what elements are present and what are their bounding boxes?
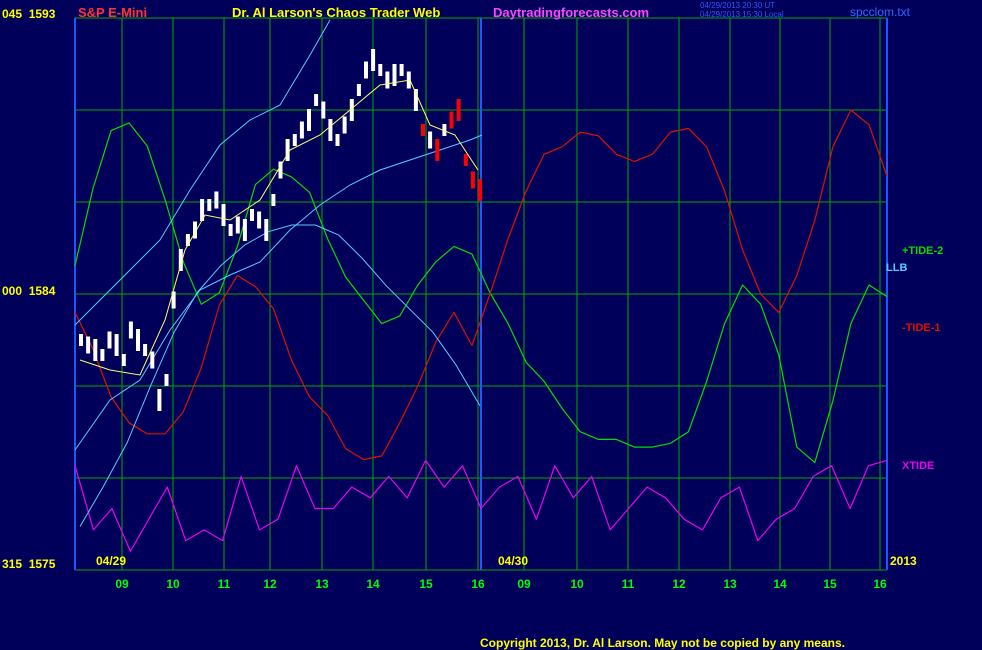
x-tick-label-3: 12	[263, 577, 277, 591]
chart-title: Dr. Al Larson's Chaos Trader Web	[232, 5, 441, 20]
legend-llb: LLB	[886, 262, 908, 274]
price-bar-16	[193, 221, 197, 239]
y-label-mid: 000 1584	[2, 284, 56, 298]
price-bar-35	[328, 119, 333, 141]
year-label: 2013	[890, 554, 917, 568]
price-bar-27	[271, 194, 276, 206]
price-bar-29	[285, 139, 290, 161]
price-bar-26	[264, 219, 269, 241]
price-bar-38	[349, 99, 354, 121]
x-tick-label-9: 10	[570, 577, 584, 591]
price-bar-49	[428, 131, 433, 149]
price-bar-56	[478, 179, 482, 201]
price-bar-41	[371, 49, 376, 71]
price-bar-0	[79, 334, 83, 346]
price-bar-3	[100, 349, 105, 361]
y-label-top: 045 1593	[2, 7, 56, 21]
price-bar-45	[399, 64, 404, 76]
price-bar-50	[435, 139, 440, 161]
price-bar-54	[463, 154, 468, 166]
price-bar-52	[449, 111, 454, 129]
legend-tide1: -TIDE-1	[902, 322, 941, 334]
price-bar-12	[164, 374, 169, 386]
x-tick-label-1: 10	[166, 577, 180, 591]
x-tick-label-15: 16	[873, 577, 887, 591]
price-bar-48	[421, 124, 425, 136]
price-bar-33	[314, 94, 319, 106]
price-bar-34	[321, 101, 326, 119]
x-tick-label-6: 15	[419, 577, 433, 591]
price-bar-30	[292, 134, 297, 146]
price-bar-7	[128, 321, 133, 339]
price-bar-6	[121, 354, 126, 366]
x-tick-label-7: 16	[471, 577, 485, 591]
price-bar-5	[114, 334, 119, 356]
x-tick-label-14: 15	[823, 577, 837, 591]
price-bar-20	[221, 204, 226, 226]
price-bar-4	[107, 331, 112, 349]
x-tick-label-4: 13	[315, 577, 329, 591]
price-bar-13	[171, 291, 176, 309]
price-bar-39	[356, 84, 361, 96]
y-label-bottom: 315 1575	[2, 557, 56, 571]
x-tick-label-2: 11	[218, 577, 231, 591]
price-bar-47	[413, 89, 418, 111]
price-bar-31	[299, 121, 304, 139]
series--tide-1-line	[74, 109, 888, 461]
price-bar-19	[214, 191, 219, 209]
copyright-notice: Copyright 2013, Dr. Al Larson. May not b…	[480, 636, 845, 650]
price-bar-24	[250, 209, 254, 221]
price-bar-1	[86, 336, 91, 354]
instrument-label: S&P E-Mini	[78, 5, 148, 20]
price-bar-36	[335, 134, 340, 146]
site-link[interactable]: Daytradingforecasts.com	[493, 5, 650, 20]
price-bar-42	[378, 64, 383, 76]
timestamp-local: 04/29/2013 15:30 Local	[700, 10, 784, 19]
price-bar-37	[342, 116, 347, 134]
price-bar-53	[456, 99, 461, 121]
series-llb-line	[79, 224, 481, 527]
price-bar-21	[228, 224, 233, 236]
price-bar-14	[178, 249, 183, 271]
price-bar-44	[392, 64, 397, 86]
price-bar-51	[442, 124, 447, 136]
x-tick-label-8: 09	[517, 577, 531, 591]
price-bar-25	[257, 211, 262, 229]
price-bar-15	[185, 234, 190, 246]
date-label-left: 04/29	[96, 554, 127, 568]
envelope-upper-line	[74, 19, 331, 326]
x-tick-label-11: 12	[672, 577, 686, 591]
price-bar-17	[200, 199, 205, 221]
price-bar-2	[93, 339, 98, 361]
series--tide-2-line	[74, 122, 888, 464]
price-bar-10	[150, 351, 155, 369]
legend-xtide: XTIDE	[902, 460, 935, 472]
x-tick-label-12: 13	[723, 577, 737, 591]
price-bar-55	[470, 171, 475, 189]
price-bar-32	[307, 109, 311, 131]
x-tick-label-13: 14	[773, 577, 787, 591]
series-xtide-line	[74, 459, 888, 552]
price-bar-43	[385, 71, 390, 89]
envelope-mid-line	[74, 134, 483, 451]
data-filename: spcclom.txt	[850, 5, 911, 19]
price-bar-18	[207, 199, 212, 211]
price-bar-22	[235, 216, 240, 234]
price-bar-9	[143, 344, 148, 356]
legend-tide2: +TIDE-2	[902, 245, 944, 257]
x-tick-label-0: 09	[115, 577, 129, 591]
timestamp-ut: 04/29/2013 20:30 UT	[700, 1, 776, 10]
price-bar-40	[364, 61, 368, 79]
moving-average-line	[79, 79, 479, 376]
date-label-middle: 04/30	[498, 554, 529, 568]
x-tick-label-5: 14	[366, 577, 380, 591]
price-bar-23	[242, 219, 247, 241]
price-bar-8	[136, 329, 140, 351]
x-tick-label-10: 11	[622, 577, 635, 591]
price-bar-28	[278, 161, 283, 179]
price-bar-11	[157, 389, 162, 411]
